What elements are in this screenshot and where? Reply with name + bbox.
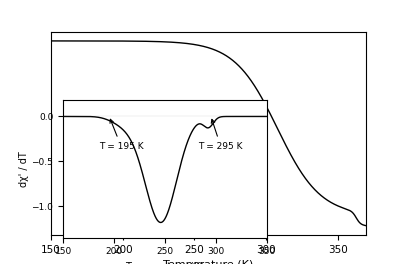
X-axis label: Temperature (K): Temperature (K) [125,262,204,264]
X-axis label: Temperature (K): Temperature (K) [164,260,254,264]
Y-axis label: dχ' / dT: dχ' / dT [19,151,29,187]
Text: T = 295 K: T = 295 K [199,119,243,150]
Text: T = 195 K: T = 195 K [98,119,143,150]
